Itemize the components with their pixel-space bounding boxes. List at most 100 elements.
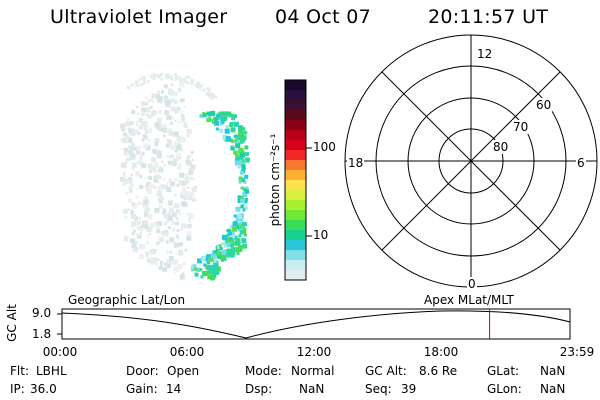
aurora-haze-pixel — [146, 113, 149, 116]
aurora-haze-pixel — [167, 99, 172, 104]
aurora-oval-pixel — [235, 157, 240, 162]
aurora-haze-pixel — [183, 105, 186, 108]
aurora-haze-pixel — [124, 147, 128, 152]
aurora-haze-pixel — [159, 236, 162, 239]
aurora-oval-pixel — [214, 120, 220, 126]
aurora-oval-pixel — [219, 112, 224, 117]
aurora-haze-pixel — [186, 231, 192, 237]
aurora-oval-pixel — [239, 156, 244, 161]
colorbar-cell — [285, 140, 306, 151]
aurora-oval-pixel — [240, 195, 244, 199]
aurora-haze-pixel — [159, 260, 163, 264]
aurora-haze-pixel — [132, 162, 137, 168]
flt-label: Flt: — [10, 364, 29, 378]
aurora-haze-pixel — [167, 200, 173, 206]
aurora-oval-pixel — [243, 227, 247, 231]
aurora-haze-pixel — [129, 129, 133, 133]
aurora-oval-pixel — [242, 222, 246, 226]
glat-label: GLat: — [487, 364, 520, 378]
aurora-haze-pixel — [161, 160, 164, 163]
aurora-haze-pixel — [180, 184, 183, 186]
aurora-oval-pixel — [207, 261, 211, 264]
aurora-haze-pixel — [127, 208, 130, 211]
mlt-label-18: 18 — [347, 156, 365, 170]
colorbar-cell — [285, 260, 306, 271]
aurora-haze-pixel — [145, 187, 149, 191]
aurora-haze-pixel — [158, 265, 163, 270]
aurora-haze-pixel — [154, 122, 160, 128]
aurora-haze-pixel — [147, 234, 150, 237]
gc-alt-label: GC Alt: — [365, 364, 407, 378]
aurora-oval-pixel — [200, 275, 204, 279]
aurora-haze-pixel — [165, 239, 168, 242]
aurora-oval-pixel — [215, 127, 219, 131]
aurora-oval-pixel — [238, 214, 242, 219]
aurora-haze-pixel — [135, 83, 139, 87]
aurora-oval-pixel — [239, 135, 245, 140]
aurora-oval-pixel — [242, 163, 246, 166]
aurora-haze-pixel — [174, 221, 179, 226]
mlt-label-0: 0 — [467, 277, 477, 291]
aurora-haze-pixel — [158, 74, 161, 78]
aurora-oval-pixel — [230, 238, 235, 243]
aurora-haze-pixel — [139, 83, 143, 87]
aurora-oval-pixel — [208, 256, 214, 262]
aurora-haze-pixel — [173, 242, 179, 248]
colorbar-cell — [285, 170, 306, 181]
aurora-oval-pixel — [234, 160, 240, 166]
aurora-haze-pixel — [207, 91, 210, 95]
aurora-oval-pixel — [217, 268, 221, 272]
aurora-haze-pixel — [165, 94, 168, 97]
aurora-haze-pixel — [171, 212, 177, 218]
colorbar-cell — [285, 160, 306, 171]
aurora-oval-pixel — [243, 180, 247, 184]
aurora-oval-pixel — [231, 116, 236, 121]
aurora-haze-pixel — [175, 209, 180, 214]
aurora-haze-pixel — [166, 250, 169, 254]
aurora-haze-pixel — [155, 263, 158, 266]
aurora-oval-pixel — [240, 164, 244, 168]
aurora-oval-pixel — [203, 263, 207, 267]
aurora-haze-pixel — [177, 88, 179, 91]
aurora-haze-pixel — [176, 183, 180, 187]
instrument-title: Ultraviolet Imager — [50, 6, 228, 28]
aurora-haze-pixel — [145, 251, 150, 256]
aurora-oval-pixel — [230, 247, 236, 253]
aurora-haze-pixel — [176, 159, 179, 162]
aurora-haze-pixel — [149, 169, 152, 173]
aurora-haze-pixel — [180, 228, 183, 231]
aurora-oval-pixel — [219, 247, 223, 250]
aurora-haze-pixel — [162, 214, 166, 218]
aurora-haze-pixel — [176, 229, 180, 232]
aurora-haze-pixel — [149, 183, 154, 189]
dsp-label: Dsp: — [245, 382, 273, 396]
aurora-oval-pixel — [233, 150, 238, 155]
aurora-haze-pixel — [132, 229, 136, 233]
aurora-haze-pixel — [181, 137, 186, 143]
aurora-haze-pixel — [161, 89, 164, 92]
aurora-haze-pixel — [181, 180, 187, 186]
aurora-haze-pixel — [126, 86, 130, 89]
aurora-haze-pixel — [120, 138, 123, 141]
aurora-haze-pixel — [202, 88, 206, 92]
aurora-haze-pixel — [166, 264, 171, 268]
aurora-haze-pixel — [208, 88, 211, 92]
aurora-haze-pixel — [214, 95, 218, 99]
aurora-haze-pixel — [179, 163, 181, 166]
aurora-haze-pixel — [139, 158, 143, 162]
aurora-oval-pixel — [190, 265, 194, 269]
aurora-haze-pixel — [180, 190, 186, 196]
aurora-haze-pixel — [147, 163, 153, 169]
aurora-haze-pixel — [130, 131, 134, 136]
aurora-haze-pixel — [143, 199, 149, 205]
colorbar-cell — [285, 80, 306, 91]
aurora-oval-pixel — [226, 229, 230, 233]
aurora-oval-pixel — [234, 138, 238, 142]
aurora-haze-pixel — [144, 221, 149, 226]
aurora-oval-pixel — [231, 140, 235, 144]
aurora-haze-pixel — [169, 237, 175, 243]
aurora-oval-pixel — [213, 264, 219, 270]
aurora-oval-pixel — [228, 139, 232, 142]
